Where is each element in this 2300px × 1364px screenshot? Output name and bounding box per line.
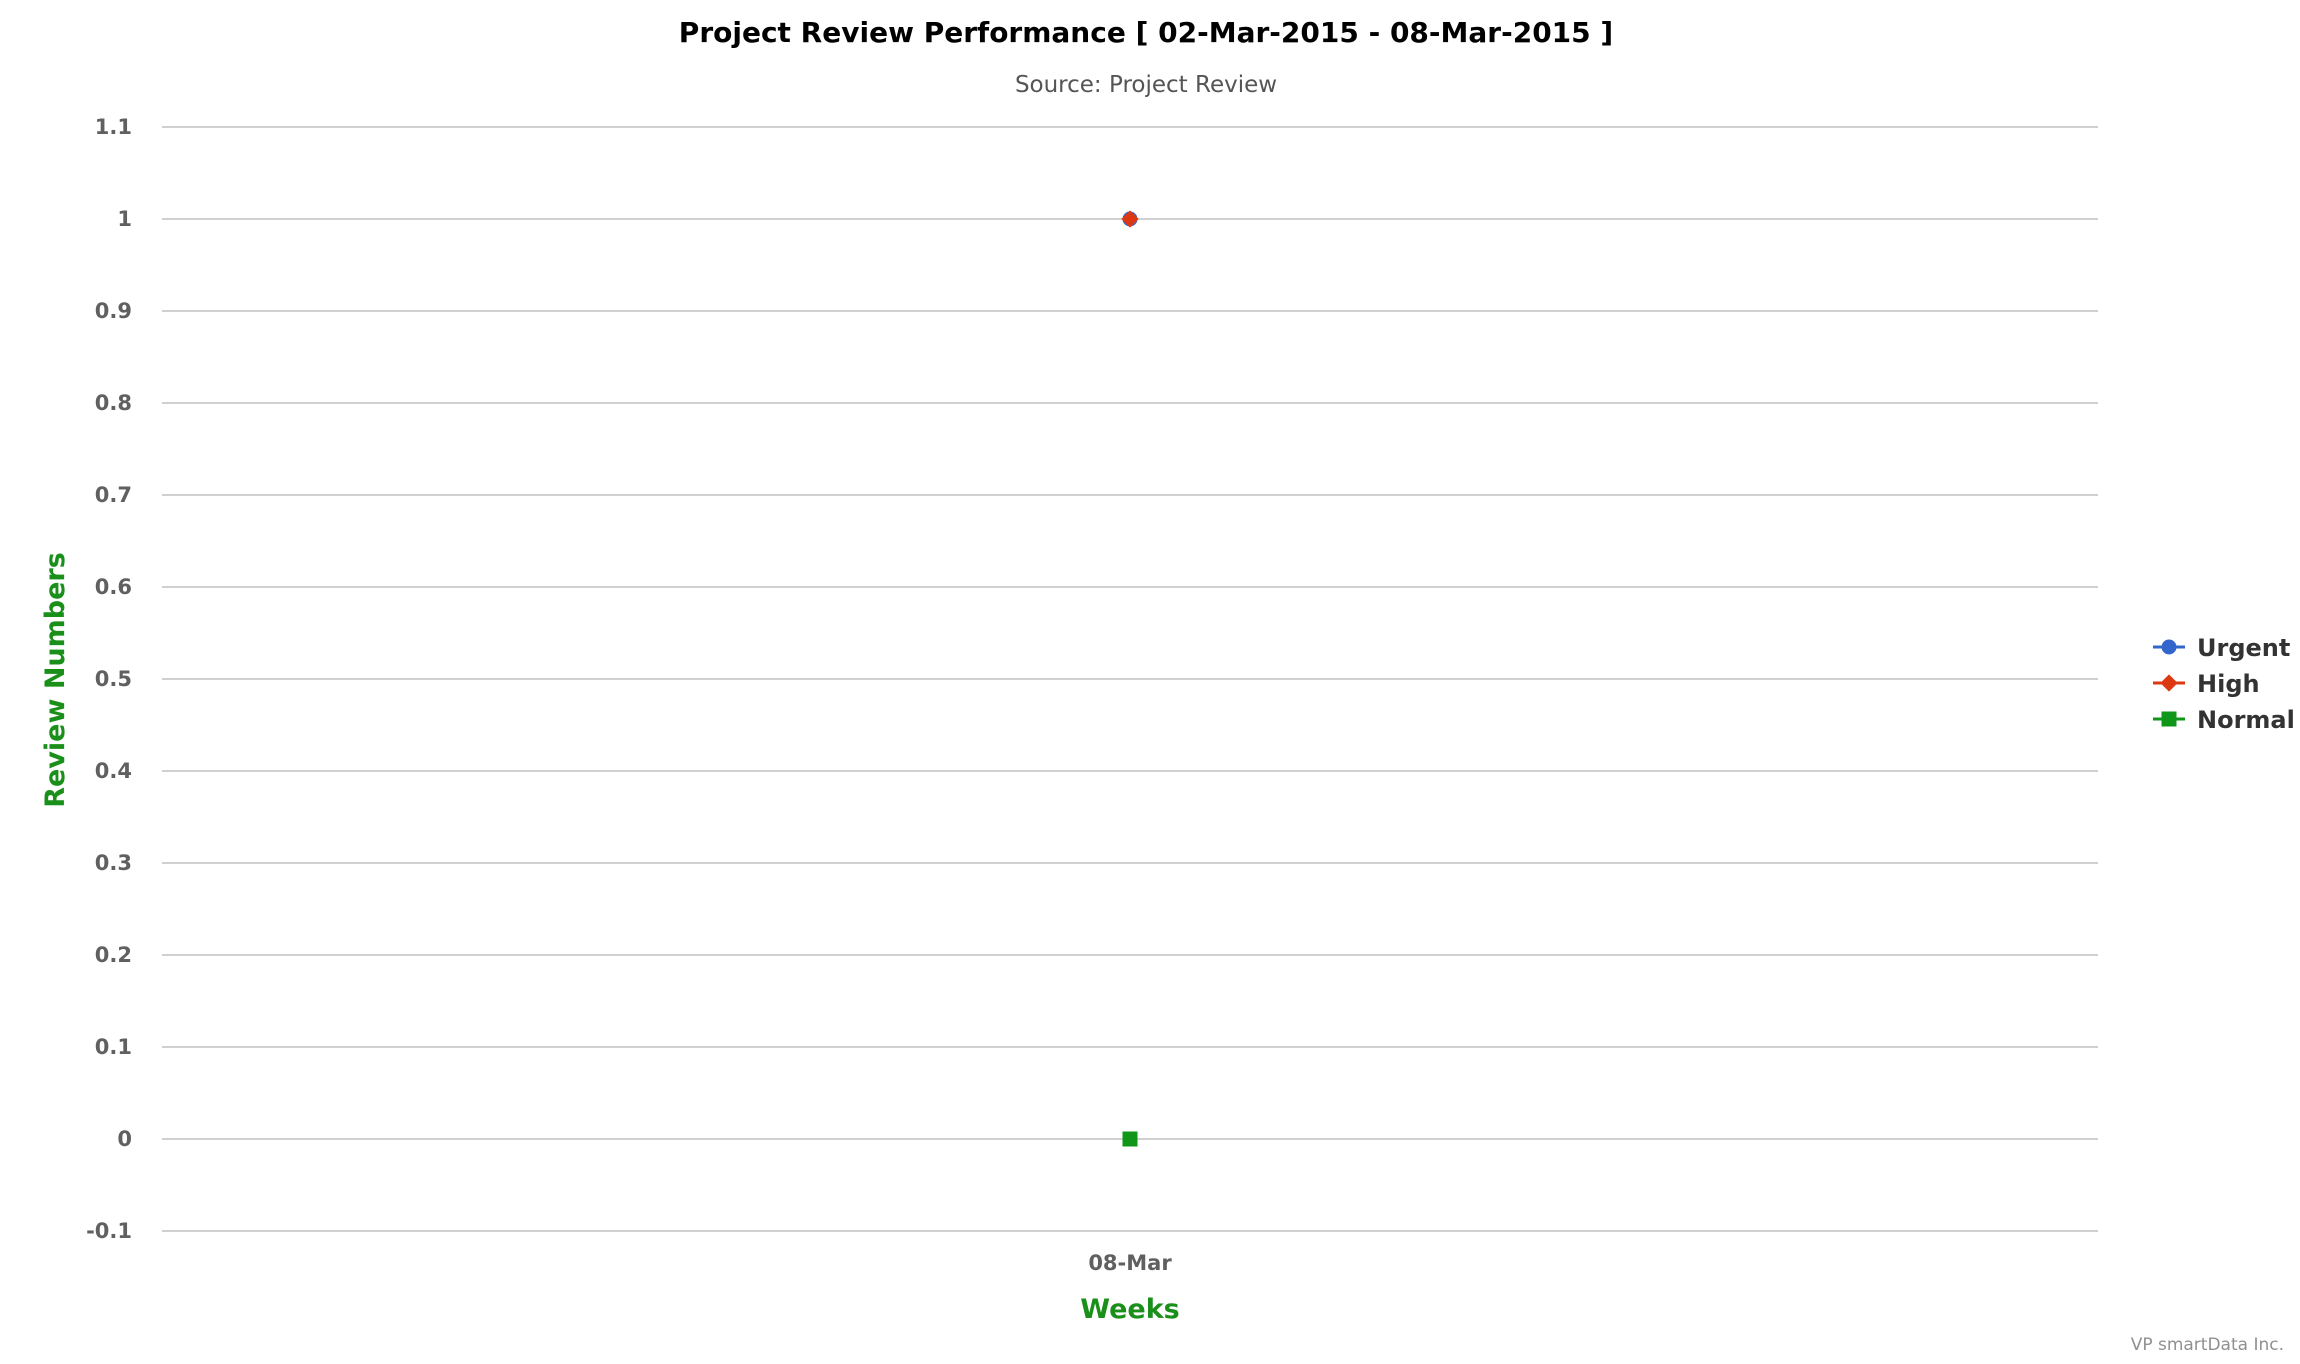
series-markers — [1121, 210, 1139, 1147]
y-tick-label: 0.3 — [95, 851, 132, 875]
legend: Urgent High Normal — [2153, 634, 2295, 734]
series-normal — [1122, 1131, 1138, 1147]
credits-text[interactable]: VP smartData Inc. — [2131, 1335, 2284, 1355]
y-tick-label: 0.9 — [95, 299, 132, 323]
x-axis-tick-labels: 08-Mar — [1088, 1251, 1172, 1275]
x-tick-label: 08-Mar — [1088, 1251, 1172, 1275]
legend-label-high: High — [2197, 670, 2260, 698]
legend-label-normal: Normal — [2197, 706, 2295, 734]
chart-title: Project Review Performance [ 02-Mar-2015… — [679, 16, 1613, 49]
y-tick-label: 0.7 — [95, 483, 132, 507]
y-tick-label: 0.2 — [95, 943, 132, 967]
y-tick-label: 1 — [117, 207, 132, 231]
y-axis-title: Review Numbers — [40, 552, 71, 808]
series-high — [1121, 210, 1139, 228]
y-tick-label: 0.5 — [95, 667, 132, 691]
legend-item-urgent[interactable]: Urgent — [2153, 634, 2290, 662]
y-tick-label: 0.6 — [95, 575, 132, 599]
legend-item-normal[interactable]: Normal — [2153, 706, 2295, 734]
chart-subtitle: Source: Project Review — [1015, 72, 1277, 98]
data-point-high[interactable] — [1121, 210, 1139, 228]
y-tick-label: -0.1 — [86, 1219, 132, 1243]
legend-marker-urgent — [2161, 639, 2177, 655]
y-tick-label: 0.1 — [95, 1035, 132, 1059]
grid-lines — [162, 126, 2098, 1232]
y-tick-label: 1.1 — [95, 115, 132, 139]
legend-marker-normal — [2161, 711, 2177, 727]
y-tick-label: 0 — [117, 1127, 132, 1151]
x-axis-title: Weeks — [1080, 1294, 1179, 1325]
y-tick-label: 0.8 — [95, 391, 132, 415]
y-axis-tick-labels: -0.1 0 0.1 0.2 0.3 0.4 0.5 0.6 0.7 0.8 0.9 1 1.1 — [86, 115, 132, 1243]
legend-label-urgent: Urgent — [2197, 634, 2290, 662]
data-point-normal[interactable] — [1122, 1131, 1138, 1147]
legend-item-high[interactable]: High — [2153, 670, 2260, 698]
y-tick-label: 0.4 — [95, 759, 132, 783]
legend-marker-high — [2160, 674, 2178, 692]
